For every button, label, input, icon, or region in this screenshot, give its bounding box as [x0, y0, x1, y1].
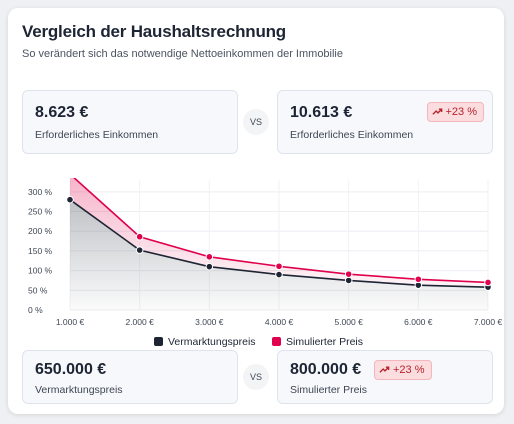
area-vermarktungspreis: [70, 199, 488, 310]
x-tick-label: 6.000 €: [404, 317, 433, 327]
income-change-text: +23 %: [445, 106, 478, 118]
simulated-income-label: Erforderliches Einkommen: [290, 129, 414, 141]
simulated-price-label: Simulierter Preis: [290, 384, 368, 396]
data-point-simulierter-preis: [135, 232, 144, 241]
data-point-vermarktungspreis: [344, 276, 353, 285]
legend-swatch-vermarktungspreis: [154, 337, 163, 346]
trending-up-icon: [379, 366, 390, 373]
current-income-label: Erforderliches Einkommen: [35, 129, 159, 141]
simulated-income-value: 10.613 €: [290, 104, 353, 121]
data-point-simulierter-preis: [414, 275, 423, 284]
legend-item-simulierter-preis: Simulierter Preis: [272, 336, 363, 348]
data-point-vermarktungspreis: [135, 246, 144, 254]
chart-legend: Vermarktungspreis Simulierter Preis: [8, 336, 504, 350]
legend-item-vermarktungspreis: Vermarktungspreis: [154, 336, 256, 348]
x-tick-label: 7.000 €: [474, 317, 503, 327]
simulated-income-box: 10.613 € Erforderliches Einkommen +23 %: [277, 90, 493, 154]
card-subtitle: So verändert sich das notwendige Nettoei…: [22, 48, 343, 60]
y-tick-label: 0 %: [28, 305, 43, 315]
y-tick-label: 50 %: [28, 285, 48, 295]
simulated-price-box: 800.000 € Simulierter Preis +23 %: [277, 350, 493, 404]
card-title: Vergleich der Haushaltsrechnung: [22, 22, 286, 41]
price-change-badge: +23 %: [374, 360, 432, 380]
data-point-simulierter-preis: [205, 253, 214, 261]
data-point-simulierter-preis: [344, 270, 353, 278]
y-tick-label: 100 %: [28, 266, 53, 276]
income-change-badge: +23 %: [426, 102, 484, 122]
y-tick-label: 150 %: [28, 246, 53, 256]
x-tick-label: 3.000 €: [195, 317, 224, 327]
legend-label-simulierter-preis: Simulierter Preis: [286, 336, 364, 348]
price-change-text: +23 %: [393, 364, 425, 376]
data-point-vermarktungspreis: [205, 262, 214, 271]
data-point-vermarktungspreis: [275, 270, 283, 279]
current-price-value: 650.000 €: [35, 361, 107, 378]
legend-swatch-simulierter-preis: [272, 337, 281, 346]
y-tick-label: 300 %: [28, 187, 53, 197]
data-point-simulierter-preis: [275, 262, 283, 271]
current-price-box: 650.000 € Vermarktungspreis: [22, 350, 238, 404]
trending-up-icon: [431, 108, 442, 115]
comparison-chart: 0 % 50 % 100 % 150 % 200 % 250 % 300 % 1.000 € 2…: [28, 178, 503, 327]
y-tick-label: 200 %: [28, 226, 53, 236]
current-price-label: Vermarktungspreis: [35, 384, 123, 396]
data-point-simulierter-preis: [484, 278, 492, 287]
data-point-vermarktungspreis: [66, 195, 74, 204]
legend-label-vermarktungspreis: Vermarktungspreis: [168, 336, 256, 348]
income-vs-badge: VS: [243, 109, 269, 135]
price-vs-badge: VS: [243, 364, 269, 390]
x-tick-label: 4.000 €: [265, 317, 294, 327]
simulated-price-value: 800.000 €: [290, 361, 362, 378]
comparison-card: Vergleich der Haushaltsrechnung So verän…: [8, 8, 504, 414]
current-income-value: 8.623 €: [35, 104, 89, 121]
x-tick-label: 2.000 €: [125, 317, 154, 327]
x-tick-label: 5.000 €: [334, 317, 363, 327]
x-tick-label: 1.000 €: [56, 317, 85, 327]
y-tick-label: 250 %: [28, 207, 53, 217]
current-income-box: 8.623 € Erforderliches Einkommen: [22, 90, 238, 154]
